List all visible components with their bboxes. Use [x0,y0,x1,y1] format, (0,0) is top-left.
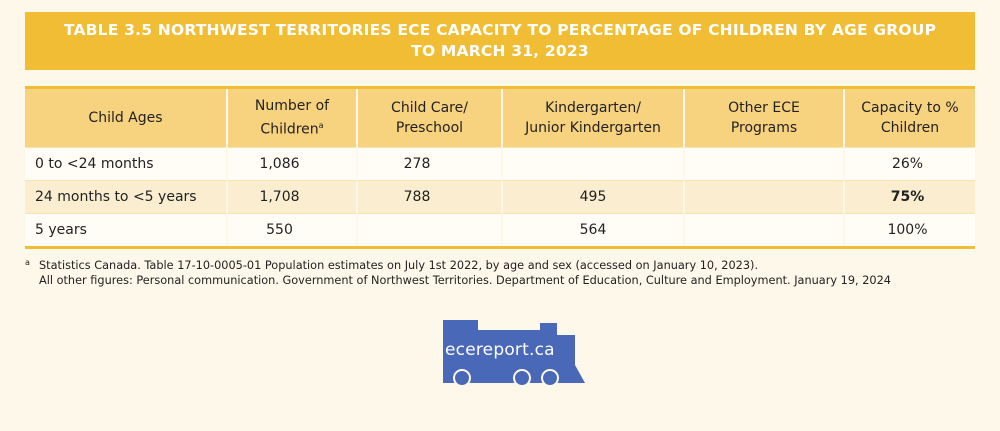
cell-capacity: 100% [845,213,975,246]
header-capacity-to-percent-children: Capacity to % Children [845,89,975,147]
cell-other-ece [685,213,845,246]
cell-kindergarten [503,147,685,180]
table-row: 24 months to <5 years 1,708 788 495 75% [25,180,975,213]
footnote-source-text: Statistics Canada. Table 17-10-0005-01 P… [39,259,759,272]
footnote-marker: a [318,121,324,131]
header-child-ages: Child Ages [25,89,228,147]
footnote-mark: a [25,258,30,267]
capacity-table: Child Ages Number of Childrena Child Car… [25,86,975,249]
table-row: 0 to <24 months 1,086 278 26% [25,147,975,180]
cell-child-care: 788 [358,180,503,213]
cell-kindergarten: 564 [503,213,685,246]
table-title-line1: TABLE 3.5 NORTHWEST TERRITORIES ECE CAPA… [63,21,937,39]
cell-number-of-children: 550 [228,213,358,246]
cell-number-of-children: 1,708 [228,180,358,213]
header-number-of-children: Number of Childrena [228,89,358,147]
header-other-ece-programs: Other ECE Programs [685,89,845,147]
header-kindergarten: Kindergarten/ Junior Kindergarten [503,89,685,147]
footnotes: a Statistics Canada. Table 17-10-0005-01 … [25,258,975,288]
cell-kindergarten: 495 [503,180,685,213]
cell-number-of-children: 1,086 [228,147,358,180]
cell-other-ece [685,180,845,213]
cell-age: 0 to <24 months [25,147,228,180]
cell-capacity: 75% [845,180,975,213]
header-child-care-preschool: Child Care/ Preschool [358,89,503,147]
cell-child-care [358,213,503,246]
table-title: TABLE 3.5 NORTHWEST TERRITORIES ECE CAPA… [25,12,975,70]
cell-capacity: 26% [845,147,975,180]
cell-age: 5 years [25,213,228,246]
table-title-line2: TO MARCH 31, 2023 [411,42,589,60]
table-row: 5 years 550 564 100% [25,213,975,246]
cell-other-ece [685,147,845,180]
cell-age: 24 months to <5 years [25,180,228,213]
train-logo-icon [443,320,585,387]
cell-child-care: 278 [358,147,503,180]
logo-text: ecereport.ca [445,340,555,360]
footnote-a: a Statistics Canada. Table 17-10-0005-01 … [25,258,975,273]
table-header-row: Child Ages Number of Childrena Child Car… [25,89,975,147]
footnote-other-figures: All other figures: Personal communicatio… [39,274,891,287]
